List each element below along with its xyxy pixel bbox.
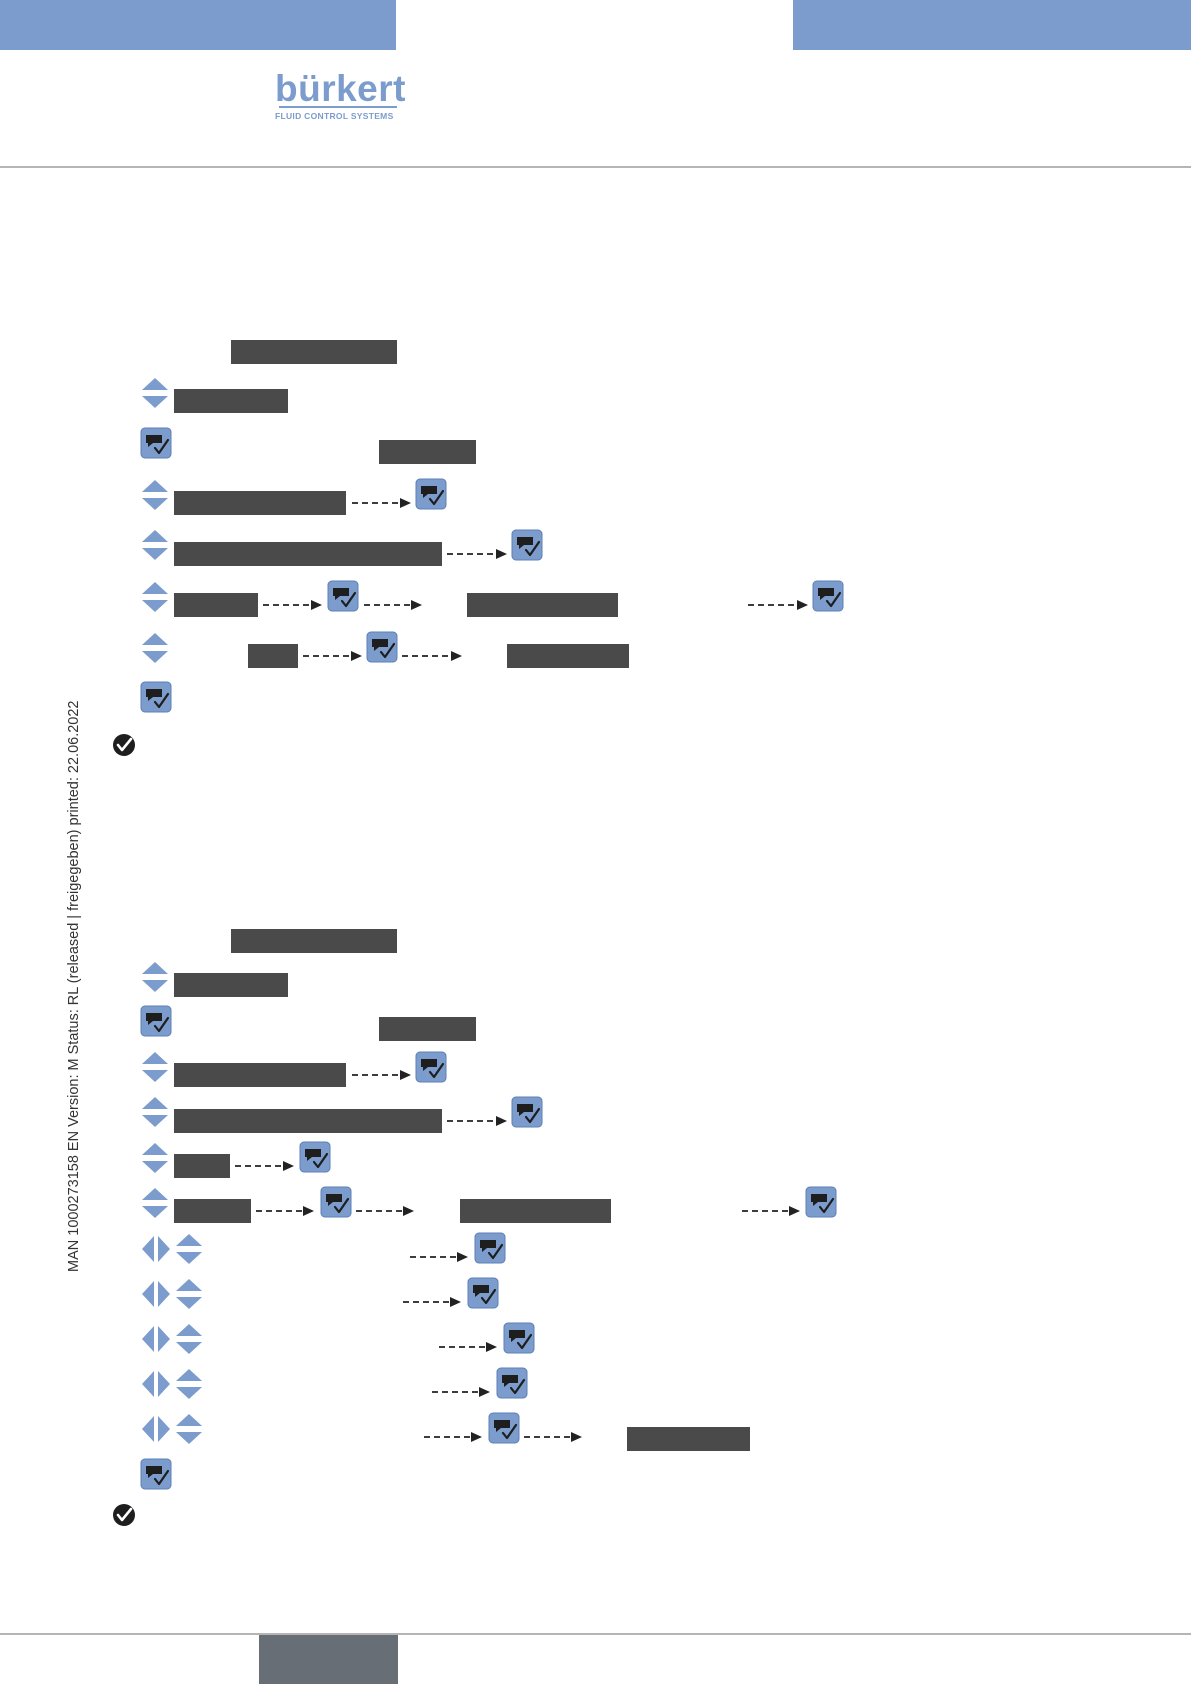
up-down-arrow-icon (142, 1143, 168, 1173)
header-bar-left (0, 0, 396, 50)
dashed-arrow-icon (524, 1432, 582, 1442)
dashed-arrow-icon (364, 600, 422, 610)
confirm-key-icon (415, 1051, 447, 1083)
dashed-arrow-icon (352, 1070, 411, 1080)
confirm-key-icon (503, 1322, 535, 1354)
redacted-text (379, 1017, 476, 1041)
dashed-arrow-icon (424, 1432, 482, 1442)
up-down-arrow-icon (176, 1369, 202, 1399)
dashed-arrow-icon (742, 1206, 800, 1216)
header-rule (0, 166, 1191, 168)
redacted-text (174, 593, 258, 617)
confirm-key-icon (327, 580, 359, 612)
dashed-arrow-icon (432, 1387, 490, 1397)
confirm-key-icon (488, 1412, 520, 1444)
confirm-key-icon (140, 1005, 172, 1037)
confirm-key-icon (511, 529, 543, 561)
confirm-key-icon (415, 478, 447, 510)
left-right-arrow-icon (142, 1371, 170, 1397)
dashed-arrow-icon (403, 1297, 461, 1307)
dashed-arrow-icon (352, 498, 411, 508)
confirm-key-icon (366, 631, 398, 663)
up-down-arrow-icon (142, 962, 168, 992)
dashed-arrow-icon (235, 1161, 294, 1171)
result-check-icon (113, 734, 135, 756)
dashed-arrow-icon (410, 1252, 468, 1262)
redacted-text (460, 1199, 611, 1223)
redacted-text (627, 1427, 750, 1451)
page-number-tab (259, 1635, 398, 1684)
left-right-arrow-icon (142, 1281, 170, 1307)
up-down-arrow-icon (176, 1414, 202, 1444)
brand-name: bürkert (275, 68, 406, 109)
confirm-key-icon (474, 1232, 506, 1264)
dashed-arrow-icon (256, 1206, 314, 1216)
confirm-key-icon (511, 1096, 543, 1128)
redacted-text (174, 1199, 251, 1223)
redacted-text (174, 389, 288, 413)
redacted-text (174, 1109, 442, 1133)
redacted-text (231, 929, 397, 953)
dashed-arrow-icon (402, 651, 462, 661)
redacted-text (174, 491, 346, 515)
dashed-arrow-icon (439, 1342, 497, 1352)
dashed-arrow-icon (447, 1116, 507, 1126)
confirm-key-icon (140, 427, 172, 459)
up-down-arrow-icon (142, 530, 168, 560)
brand-tagline: FLUID CONTROL SYSTEMS (275, 111, 394, 121)
up-down-arrow-icon (142, 1188, 168, 1218)
confirm-key-icon (467, 1277, 499, 1309)
redacted-text (174, 1063, 346, 1087)
up-down-arrow-icon (142, 1097, 168, 1127)
up-down-arrow-icon (176, 1279, 202, 1309)
up-down-arrow-icon (142, 480, 168, 510)
redacted-text (174, 973, 288, 997)
redacted-text (231, 340, 397, 364)
logo-underline (279, 106, 397, 108)
redacted-text (174, 542, 442, 566)
redacted-text (174, 1154, 230, 1178)
left-right-arrow-icon (142, 1236, 170, 1262)
result-check-icon (113, 1504, 135, 1526)
header-bar-right (793, 0, 1191, 50)
redacted-text (379, 440, 476, 464)
up-down-arrow-icon (176, 1324, 202, 1354)
confirm-key-icon (299, 1141, 331, 1173)
dashed-arrow-icon (356, 1206, 414, 1216)
dashed-arrow-icon (303, 651, 362, 661)
left-right-arrow-icon (142, 1416, 170, 1442)
brand-logo: bürkert FLUID CONTROL SYSTEMS (275, 68, 406, 121)
confirm-key-icon (140, 681, 172, 713)
dashed-arrow-icon (447, 549, 507, 559)
up-down-arrow-icon (142, 582, 168, 612)
redacted-text (248, 644, 298, 668)
up-down-arrow-icon (176, 1234, 202, 1264)
left-right-arrow-icon (142, 1326, 170, 1352)
dashed-arrow-icon (263, 600, 322, 610)
up-down-arrow-icon (142, 1052, 168, 1082)
confirm-key-icon (812, 580, 844, 612)
up-down-arrow-icon (142, 378, 168, 408)
dashed-arrow-icon (748, 600, 808, 610)
footer-rule (0, 1633, 1191, 1635)
redacted-text (467, 593, 618, 617)
confirm-key-icon (496, 1367, 528, 1399)
confirm-key-icon (140, 1458, 172, 1490)
up-down-arrow-icon (142, 633, 168, 663)
redacted-text (507, 644, 629, 668)
confirm-key-icon (805, 1186, 837, 1218)
confirm-key-icon (320, 1186, 352, 1218)
